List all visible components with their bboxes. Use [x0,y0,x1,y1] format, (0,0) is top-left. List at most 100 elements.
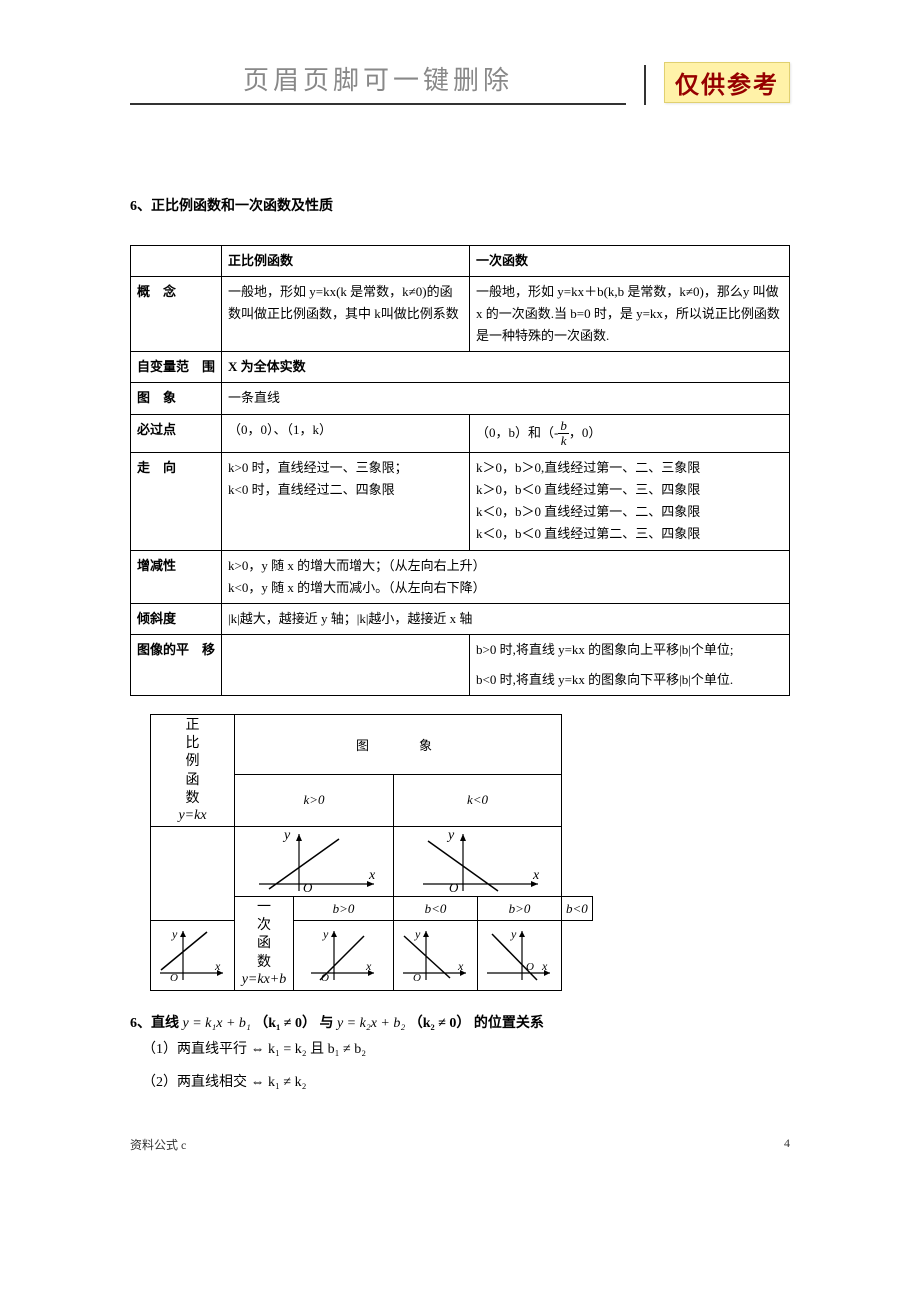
svg-text:y: y [510,928,517,941]
row-graph-label: 图 象 [131,383,222,414]
svg-text:y: y [282,829,291,843]
graph-row1-cell [151,826,235,920]
row-graph-val: 一条直线 [222,383,790,414]
row-concept-left: 一般地，形如 y=kx(k 是常数，k≠0)的函数叫做正比例函数，其中 k叫做比… [222,277,470,352]
trend-right-l4: k＜0，b＜0 直线经过第二、三、四象限 [476,523,783,545]
graph-lin-q4: y x O [478,921,562,990]
page-header: 页眉页脚可一键删除 仅供参考 [130,60,790,105]
row-shift-label: 图像的平 移 [131,634,222,695]
trend-left-l1: k>0 时，直线经过一、三象限； [228,457,463,479]
row-pass-right: （0，b）和（-bk，0） [470,414,790,453]
svg-text:O: O [303,880,313,894]
svg-text:x: x [368,868,376,883]
row-range-label: 自变量范 围 [131,352,222,383]
graph-prop-pos: y x O [235,826,394,896]
graph-kneg: k<0 [394,774,562,826]
row-slope-label: 倾斜度 [131,603,222,634]
graph-bneg-1: b<0 [394,896,478,920]
fraction-b-k: bk [558,419,569,449]
frac-den: k [558,434,569,448]
mono-l1: k>0，y 随 x 的增大而增大；（从左向右上升） [228,555,783,577]
trend-right-l1: k＞0，b＞0,直线经过第一、二、三象限 [476,457,783,479]
trend-right-l2: k＞0，b＜0 直线经过第一、三、四象限 [476,479,783,501]
footer-right: 4 [784,1136,790,1153]
axes-lin-q4-icon: y x O [482,928,557,983]
row-pass-label: 必过点 [131,414,222,453]
svg-text:x: x [365,959,372,973]
graph-lin-q2: y x O [294,921,394,990]
graph-lin-q3: y x O [394,921,478,990]
graph-row2-label: 一次函数 y=kx+b [235,896,294,990]
col-header-prop: 正比例函数 [222,246,470,277]
graph-bpos-1: b>0 [294,896,394,920]
graph-row1-eq: y=kx [155,808,230,824]
svg-text:O: O [449,880,459,894]
section-title-a: 6、正比例函数和一次函数及性质 [130,195,790,215]
graph-prop-neg: y x O [394,826,562,896]
graph-row2-eq: y=kx+b [239,972,289,988]
svg-text:y: y [322,928,329,941]
pass-right-suffix: ，0） [569,424,602,439]
graph-bpos-2: b>0 [478,896,562,920]
properties-table: 正比例函数 一次函数 概 念 一般地，形如 y=kx(k 是常数，k≠0)的函数… [130,245,790,696]
row-shift-left [222,634,470,695]
graph-lin-q1: y x O [151,921,235,990]
axes-lin-q3-icon: y x O [398,928,473,983]
svg-text:x: x [214,959,221,973]
page-footer: 资料公式 c 4 [130,1136,790,1153]
row-concept-label: 概 念 [131,277,222,352]
sb-mid: 与 [319,1016,337,1031]
axes-lin-q1-icon: y x O [155,928,230,983]
col-header-linear: 一次函数 [470,246,790,277]
header-divider [644,65,646,105]
row-trend-right: k＞0，b＞0,直线经过第一、二、三象限 k＞0，b＜0 直线经过第一、三、四象… [470,453,790,550]
axes-prop-pos-icon: y x O [239,829,389,894]
axes-prop-neg-icon: y x O [403,829,553,894]
sb-prefix: 6、直线 [130,1016,183,1031]
svg-text:y: y [414,928,421,941]
graph-row1-label: 正比例函数 y=kx [151,715,235,827]
sb-line2: （2）两直线相交 ⇔ k₁ ≠ k₂ [130,1070,790,1097]
row-pass-left: （0，0）、（1，k） [222,414,470,453]
shift-r2: b<0 时,将直线 y=kx 的图象向下平移|b|个单位. [476,669,783,691]
row-concept-right: 一般地，形如 y=kx＋b(k,b 是常数，k≠0)，那么y 叫做 x 的一次函… [470,277,790,352]
header-badge: 仅供参考 [664,62,790,103]
graph-table: 正比例函数 y=kx 图 象 k>0 k<0 y x O [150,714,593,991]
svg-text:x: x [532,868,540,883]
svg-text:y: y [171,928,178,941]
sb-cond1: （k₁ ≠ 0） [254,1016,316,1031]
svg-text:O: O [526,961,534,973]
sb-suffix: 的位置关系 [474,1016,544,1031]
sb-line1: （1）两直线平行 ⇔ k₁ = k₂ 且 b₁ ≠ b₂ [130,1037,790,1064]
row-range-val: X 为全体实数 [222,352,790,383]
row-slope-val: |k|越大，越接近 y 轴；|k|越小，越接近 x 轴 [222,603,790,634]
section-b: 6、直线 y = k₁x + b₁ （k₁ ≠ 0） 与 y = k₂x + b… [130,1011,790,1097]
trend-right-l3: k＜0，b＞0 直线经过第一、二、四象限 [476,501,783,523]
sb-eq1: y = k₁x + b₁ [183,1016,251,1031]
graph-header-main: 图 象 [235,715,562,775]
sb-eq2: y = k₂x + b₂ [337,1016,405,1031]
svg-text:O: O [413,972,421,983]
trend-left-l2: k<0 时，直线经过二、四象限 [228,479,463,501]
svg-text:O: O [170,972,178,983]
cell-blank [131,246,222,277]
graph-kpos: k>0 [235,774,394,826]
section-b-title: 6、直线 y = k₁x + b₁ （k₁ ≠ 0） 与 y = k₂x + b… [130,1011,790,1038]
sb-cond2: （k₂ ≠ 0） [409,1016,471,1031]
row-shift-right: b>0 时,将直线 y=kx 的图象向上平移|b|个单位; b<0 时,将直线 … [470,634,790,695]
row-trend-label: 走 向 [131,453,222,550]
svg-text:y: y [446,829,455,843]
row-trend-left: k>0 时，直线经过一、三象限； k<0 时，直线经过二、四象限 [222,453,470,550]
graph-bneg-2: b<0 [562,896,593,920]
header-title: 页眉页脚可一键删除 [130,60,626,105]
svg-text:x: x [541,959,548,973]
pass-right-prefix: （0，b）和（- [476,424,558,439]
mono-l2: k<0，y 随 x 的增大而减小。（从左向右下降） [228,577,783,599]
row-mono-label: 增减性 [131,550,222,603]
footer-left: 资料公式 c [130,1136,186,1153]
shift-r1: b>0 时,将直线 y=kx 的图象向上平移|b|个单位; [476,639,783,661]
axes-lin-q2-icon: y x O [306,928,381,983]
row-mono-val: k>0，y 随 x 的增大而增大；（从左向右上升） k<0，y 随 x 的增大而… [222,550,790,603]
svg-text:x: x [457,959,464,973]
frac-num: b [558,419,569,434]
